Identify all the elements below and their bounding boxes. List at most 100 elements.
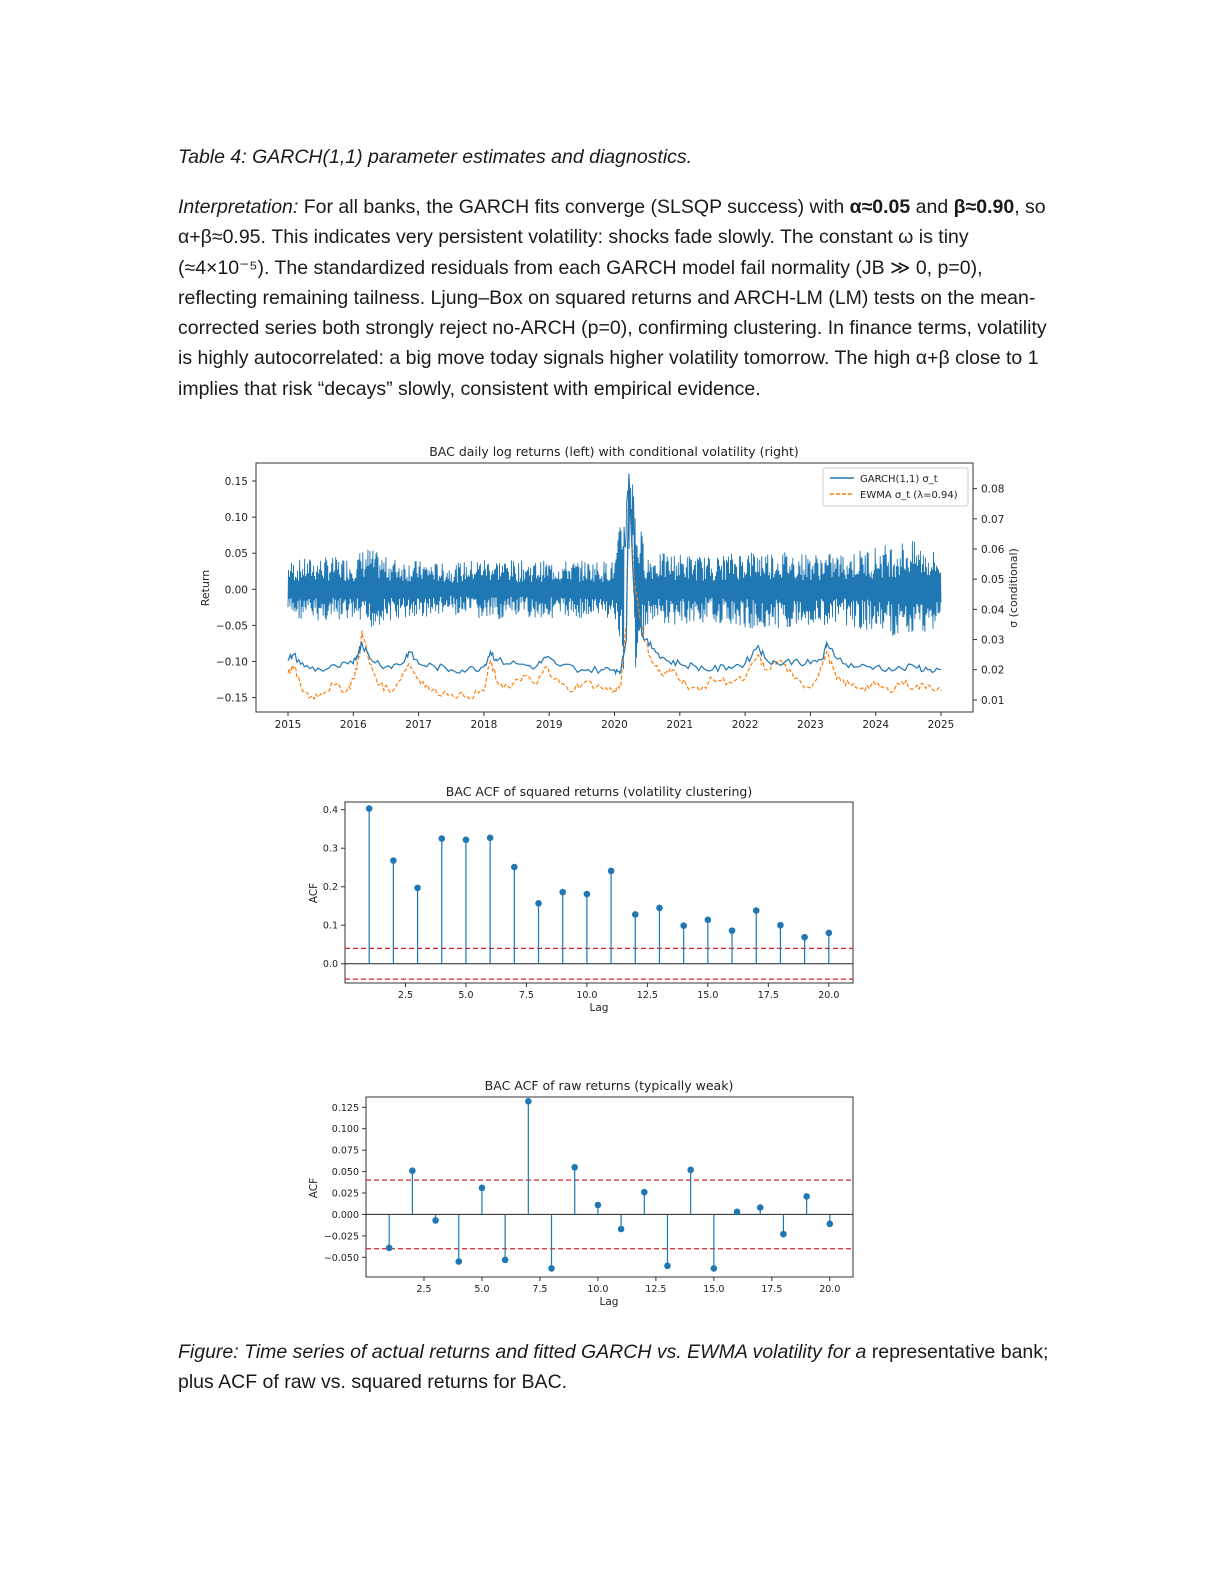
acf-marker	[640, 1188, 648, 1196]
figure-caption: Figure: Time series of actual returns an…	[178, 1337, 1058, 1398]
garch-sigma-line	[287, 473, 942, 676]
x-tick-label: 2024	[862, 719, 889, 731]
y-tick-label: 0.125	[332, 1103, 359, 1114]
x-axis-label: Lag	[590, 1002, 609, 1014]
y-tick-label: 0.0	[323, 959, 338, 970]
y-axis-label-right: σ (conditional)	[1007, 548, 1020, 628]
acf-stems	[366, 1097, 853, 1272]
y-tick-label: −0.10	[216, 656, 248, 668]
acf-marker	[631, 911, 639, 918]
y-tick-label: 0.025	[332, 1189, 359, 1200]
x-tick-label: 2022	[732, 719, 759, 731]
x-tick-label: 7.5	[532, 1284, 547, 1295]
y-tick-label-right: 0.07	[981, 514, 1004, 526]
acf-marker	[728, 927, 736, 934]
acf-marker	[687, 1166, 694, 1174]
acf-marker	[414, 884, 421, 892]
returns-series	[287, 482, 942, 670]
y-tick-label: 0.000	[332, 1210, 359, 1221]
y-tick-label: 0.1	[323, 921, 338, 932]
acf-marker	[656, 904, 663, 912]
acf-marker	[365, 805, 373, 812]
volatility-series	[287, 473, 942, 701]
x-tick-label: 15.0	[697, 990, 718, 1001]
y-tick-label: −0.15	[216, 693, 248, 705]
y-ticks-right: 0.08 0.07 0.06 0.05 0.04 0.03 0.02 0.01	[973, 484, 1005, 707]
y-axis-label: ACF	[308, 883, 320, 903]
y-ticks: 0.125 0.100 0.075 0.050 0.025 0.000 −0.025 −0.0…	[324, 1103, 366, 1264]
x-tick-label: 5.0	[474, 1284, 489, 1295]
x-tick-label: 2020	[601, 719, 628, 731]
returns-volatility-chart: BAC daily log returns (left) with condit…	[199, 444, 1020, 731]
interp-text-1: For all banks, the GARCH fits converge (…	[298, 196, 850, 218]
x-tick-label: 2023	[797, 719, 824, 731]
y-tick-label: 0.050	[332, 1167, 359, 1178]
x-tick-label: 10.0	[587, 1284, 608, 1295]
y-tick-label: 0.15	[225, 476, 248, 488]
y-tick-label: 0.3	[323, 844, 338, 855]
y-tick-label-right: 0.03	[981, 635, 1004, 647]
x-tick-label: 2019	[536, 719, 563, 731]
interp-text-2: and	[910, 196, 954, 218]
plot-frame	[344, 801, 854, 984]
x-ticks: 2015 2016 2017 2018 2019 2020 2021 2022 2023 2024…	[275, 712, 955, 731]
y-ticks-left: 0.15 0.10 0.05 0.00 −0.05 −0.10 −0.15	[216, 476, 256, 705]
x-tick-label: 5.0	[458, 990, 473, 1001]
x-tick-label: 2.5	[416, 1284, 431, 1295]
chart-title: BAC ACF of squared returns (volatility c…	[446, 784, 752, 799]
acf-marker	[704, 916, 712, 924]
acf-marker	[571, 1163, 579, 1171]
acf-stems	[345, 805, 853, 980]
x-tick-label: 12.5	[637, 990, 658, 1001]
x-tick-label: 2018	[471, 719, 498, 731]
figure-caption-rest: representative bank; plus ACF of raw vs.…	[178, 1341, 1049, 1394]
returns-line	[287, 482, 942, 670]
acf-marker	[432, 1217, 439, 1224]
chart-title: BAC daily log returns (left) with condit…	[429, 444, 799, 459]
acf-marker	[733, 1208, 741, 1216]
legend-box	[822, 467, 969, 507]
y-tick-label-right: 0.02	[981, 665, 1004, 677]
acf-marker	[511, 863, 518, 871]
x-tick-label: 20.0	[819, 1284, 840, 1295]
acf-marker	[385, 1244, 393, 1252]
acf-marker	[803, 1193, 810, 1200]
y-tick-label-right: 0.06	[981, 544, 1005, 556]
y-tick-label: 0.05	[225, 548, 248, 560]
interp-alpha: α≈0.05	[849, 196, 911, 218]
acf-marker	[825, 929, 833, 937]
legend: GARCH(1,1) σ_t EWMA σ_t (λ=0.94)	[822, 467, 969, 507]
chart-title: BAC ACF of raw returns (typically weak)	[485, 1078, 734, 1093]
interpretation-paragraph: Interpretation: For all banks, the GARCH…	[178, 192, 1058, 404]
x-tick-label: 2015	[275, 719, 302, 731]
y-ticks: 0.4 0.3 0.2 0.1 0.0	[323, 805, 345, 970]
x-tick-label: 10.0	[576, 990, 597, 1001]
acf-marker	[594, 1201, 602, 1209]
x-tick-label: 15.0	[703, 1284, 724, 1295]
x-tick-label: 17.5	[761, 1284, 782, 1295]
x-ticks: 2.5 5.0 7.5 10.0 12.5 15.0 17.5 20.0	[398, 983, 839, 1001]
y-tick-label-right: 0.08	[981, 484, 1004, 496]
y-axis-label: ACF	[308, 1178, 320, 1198]
x-tick-label: 2017	[405, 719, 432, 731]
acf-marker	[462, 836, 470, 844]
acf-marker	[583, 890, 591, 898]
x-axis-label: Lag	[600, 1296, 619, 1308]
acf-raw-chart: BAC ACF of raw returns (typically weak) …	[308, 1078, 854, 1308]
plot-frame	[365, 1096, 854, 1278]
acf-marker	[525, 1097, 532, 1105]
x-tick-label: 17.5	[758, 990, 779, 1001]
acf-marker	[664, 1262, 671, 1270]
x-tick-label: 2016	[340, 719, 367, 731]
x-tick-label: 2025	[928, 719, 955, 731]
acf-squared-chart: BAC ACF of squared returns (volatility c…	[308, 784, 854, 1014]
acf-marker	[548, 1265, 555, 1272]
y-tick-label-right: 0.01	[981, 695, 1004, 707]
y-tick-label: 0.100	[332, 1124, 359, 1135]
acf-marker	[501, 1256, 509, 1264]
acf-marker	[535, 899, 542, 907]
acf-marker	[680, 922, 687, 929]
interp-text-3: , so α+β≈0.95. This indicates very persi…	[178, 196, 1047, 400]
x-tick-label: 20.0	[818, 990, 839, 1001]
